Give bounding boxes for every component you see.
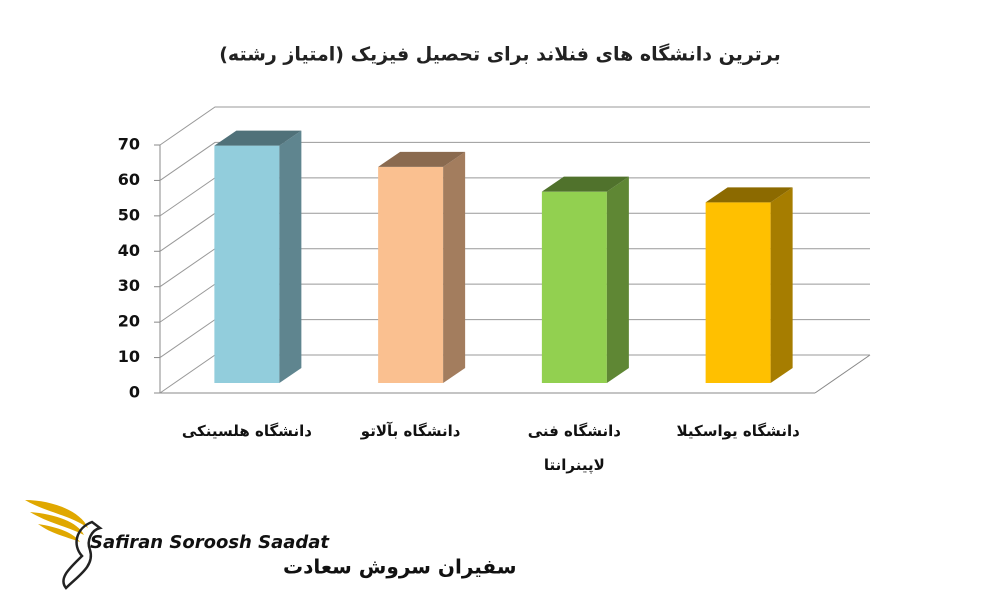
y-tick-label: 20 [118,312,140,331]
bar-side [443,151,466,383]
bar-top [378,151,466,167]
bar-side [770,187,793,383]
bar-front [541,191,607,383]
x-tick-label: دانشگاه یواسکیلا [676,422,800,440]
logo-icon [25,500,103,590]
y-tick-label: 10 [118,347,140,366]
bar-top [705,187,793,203]
y-tick-label: 60 [118,170,140,189]
bar-front [214,145,280,383]
bar-top [541,176,629,192]
x-tick-label: دانشگاه بآلاتو [360,422,461,440]
y-tick-label: 30 [118,276,140,295]
y-tick-label: 50 [118,205,140,224]
chart-title: برترین دانشگاه های فنلاند برای تحصیل فیز… [219,43,781,66]
grid-line [159,141,870,181]
logo-latin: Safiran Soroosh Saadat [90,532,330,553]
y-tick-label: 40 [118,241,140,260]
x-tick-label: دانشگاه فنی لاپینرانتا [527,422,622,474]
y-tick-label: 0 [129,383,140,402]
bar-side [606,176,629,383]
x-tick-label: دانشگاه هلسینکی [181,422,312,440]
grid-line [159,106,870,146]
y-tick-label: 70 [118,135,140,154]
floor-edge [814,354,871,394]
plot: 0 10 20 30 40 50 60 70 [118,106,871,402]
logo-persian: سفیران سروش سعادت [283,555,517,579]
bar-front [705,202,771,383]
bar-front [378,166,444,383]
bar-top [214,130,302,146]
bar-side [279,130,302,383]
